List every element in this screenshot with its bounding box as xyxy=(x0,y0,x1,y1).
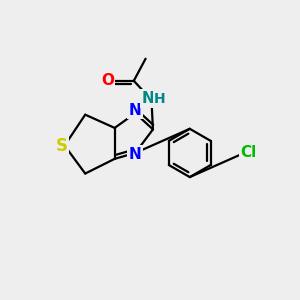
Text: N: N xyxy=(129,147,142,162)
Text: H: H xyxy=(154,92,166,106)
Text: N: N xyxy=(129,103,142,118)
Text: S: S xyxy=(56,136,68,154)
Text: N: N xyxy=(142,91,154,106)
Text: Cl: Cl xyxy=(241,146,257,160)
Text: O: O xyxy=(101,73,114,88)
